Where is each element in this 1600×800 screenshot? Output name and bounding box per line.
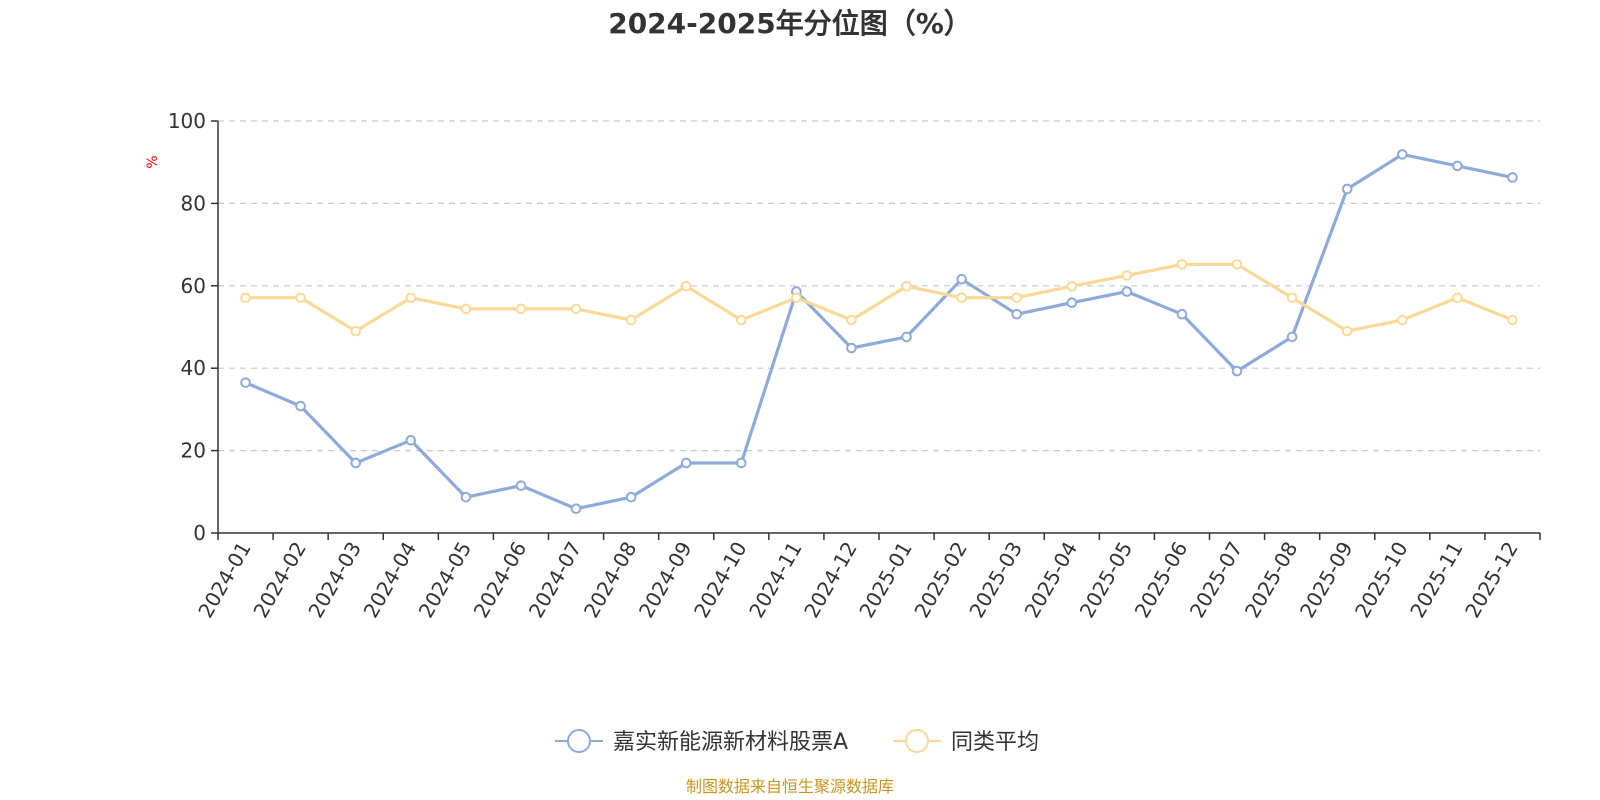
x-tick-label: 2025-02 bbox=[909, 538, 972, 622]
data-point-series-2[interactable] bbox=[350, 325, 362, 337]
data-point-series-2[interactable] bbox=[1231, 259, 1243, 270]
x-tick-label: 2025-06 bbox=[1130, 538, 1193, 622]
data-point-series-1[interactable] bbox=[460, 491, 472, 503]
x-tick-label: 2025-04 bbox=[1020, 538, 1083, 622]
data-point-series-1[interactable] bbox=[1286, 331, 1298, 343]
x-tick-label: 2025-11 bbox=[1405, 538, 1468, 622]
x-tick-label: 2024-09 bbox=[634, 538, 697, 622]
x-tick-label: 2025-05 bbox=[1075, 538, 1138, 622]
data-point-series-2[interactable] bbox=[1286, 292, 1298, 304]
x-tick-label: 2025-08 bbox=[1240, 538, 1303, 622]
x-tick-label: 2025-03 bbox=[964, 538, 1027, 622]
data-point-series-2[interactable] bbox=[1507, 314, 1518, 326]
x-tick-label: 2024-01 bbox=[193, 538, 256, 622]
data-point-series-1[interactable] bbox=[1507, 172, 1518, 183]
data-point-series-1[interactable] bbox=[735, 457, 747, 469]
data-point-series-2[interactable] bbox=[846, 314, 857, 326]
y-tick-label: 40 bbox=[181, 356, 206, 380]
y-tick-label: 0 bbox=[193, 521, 206, 545]
data-point-series-2[interactable] bbox=[1341, 325, 1353, 337]
data-point-series-2[interactable] bbox=[956, 292, 967, 304]
data-point-series-1[interactable] bbox=[901, 331, 912, 343]
x-tick-label: 2025-01 bbox=[854, 538, 917, 622]
data-point-series-1[interactable] bbox=[625, 491, 637, 503]
x-tick-label: 2024-04 bbox=[359, 538, 422, 622]
x-tick-label: 2024-05 bbox=[414, 538, 477, 622]
data-point-series-2[interactable] bbox=[1121, 270, 1133, 281]
legend[interactable]: 嘉实新能源新材料股票A 同类平均 bbox=[555, 729, 1039, 755]
data-point-series-2[interactable] bbox=[735, 314, 747, 326]
data-point-series-1[interactable] bbox=[1066, 297, 1078, 308]
legend-label: 同类平均 bbox=[951, 730, 1039, 755]
series-lines bbox=[240, 149, 1518, 514]
x-tick-label: 2024-08 bbox=[579, 538, 642, 622]
legend-item-1[interactable]: 嘉实新能源新材料股票A bbox=[555, 729, 848, 755]
data-point-series-1[interactable] bbox=[846, 342, 857, 354]
grid-lines bbox=[218, 120, 1540, 452]
x-tick-label: 2025-07 bbox=[1185, 538, 1248, 622]
data-point-series-1[interactable] bbox=[956, 273, 967, 285]
y-tick-label: 80 bbox=[181, 191, 206, 215]
x-tick-label: 2024-11 bbox=[744, 538, 807, 622]
legend-marker bbox=[905, 729, 929, 753]
y-axis-unit: % bbox=[145, 155, 161, 168]
data-point-series-2[interactable] bbox=[1396, 314, 1408, 326]
data-point-series-2[interactable] bbox=[901, 280, 912, 292]
data-point-series-2[interactable] bbox=[405, 292, 417, 304]
chart-title: 2024-2025年分位图（%） bbox=[608, 7, 972, 40]
data-point-series-2[interactable] bbox=[791, 292, 802, 304]
data-point-series-1[interactable] bbox=[1452, 160, 1463, 172]
data-point-series-2[interactable] bbox=[515, 303, 527, 315]
x-tick-label: 2025-10 bbox=[1350, 538, 1413, 622]
x-tick-label: 2024-06 bbox=[469, 538, 532, 622]
data-point-series-1[interactable] bbox=[405, 435, 417, 446]
data-source-note: 制图数据来自恒生聚源数据库 bbox=[686, 777, 894, 796]
data-point-series-1[interactable] bbox=[1176, 308, 1188, 320]
data-point-series-1[interactable] bbox=[515, 480, 527, 491]
data-point-series-1[interactable] bbox=[1231, 365, 1243, 377]
y-tick-label: 20 bbox=[181, 439, 206, 463]
data-point-series-1[interactable] bbox=[1121, 286, 1133, 297]
data-point-series-1[interactable] bbox=[1396, 149, 1408, 160]
series-line-2[interactable] bbox=[245, 262, 1514, 333]
x-tick-label: 2024-10 bbox=[689, 538, 752, 622]
legend-item-2[interactable]: 同类平均 bbox=[893, 729, 1039, 755]
x-tick-label: 2025-12 bbox=[1460, 538, 1523, 622]
data-point-series-2[interactable] bbox=[1176, 259, 1188, 270]
data-point-series-1[interactable] bbox=[1011, 308, 1023, 320]
series-line-1[interactable] bbox=[244, 152, 1513, 511]
data-point-series-2[interactable] bbox=[1011, 292, 1023, 304]
data-point-series-2[interactable] bbox=[680, 280, 692, 292]
axes: 0 20 40 60 80 100 2024-012024-022024-032024-04… bbox=[168, 109, 1541, 622]
data-point-series-1[interactable] bbox=[680, 457, 692, 469]
legend-marker bbox=[567, 729, 591, 753]
data-point-series-1[interactable] bbox=[350, 457, 362, 469]
x-tick-label: 2024-02 bbox=[248, 538, 311, 622]
data-point-series-2[interactable] bbox=[1452, 292, 1463, 304]
x-tick-label: 2024-03 bbox=[303, 538, 366, 622]
data-point-series-1[interactable] bbox=[1341, 183, 1353, 195]
legend-label: 嘉实新能源新材料股票A bbox=[613, 730, 848, 755]
y-tick-label: 60 bbox=[181, 274, 206, 298]
x-tick-label: 2024-07 bbox=[524, 538, 587, 622]
data-point-series-2[interactable] bbox=[295, 292, 306, 304]
data-point-series-2[interactable] bbox=[240, 292, 251, 304]
data-point-series-2[interactable] bbox=[625, 314, 637, 326]
y-tick-label: 100 bbox=[168, 109, 206, 133]
data-point-series-2[interactable] bbox=[460, 303, 472, 315]
data-point-series-1[interactable] bbox=[570, 503, 582, 514]
data-point-series-2[interactable] bbox=[1066, 280, 1078, 292]
data-point-series-1[interactable] bbox=[240, 377, 251, 388]
x-tick-label: 2024-12 bbox=[799, 538, 862, 622]
data-point-series-2[interactable] bbox=[570, 303, 582, 315]
x-tick-label: 2025-09 bbox=[1295, 538, 1358, 622]
data-point-series-1[interactable] bbox=[295, 400, 306, 412]
